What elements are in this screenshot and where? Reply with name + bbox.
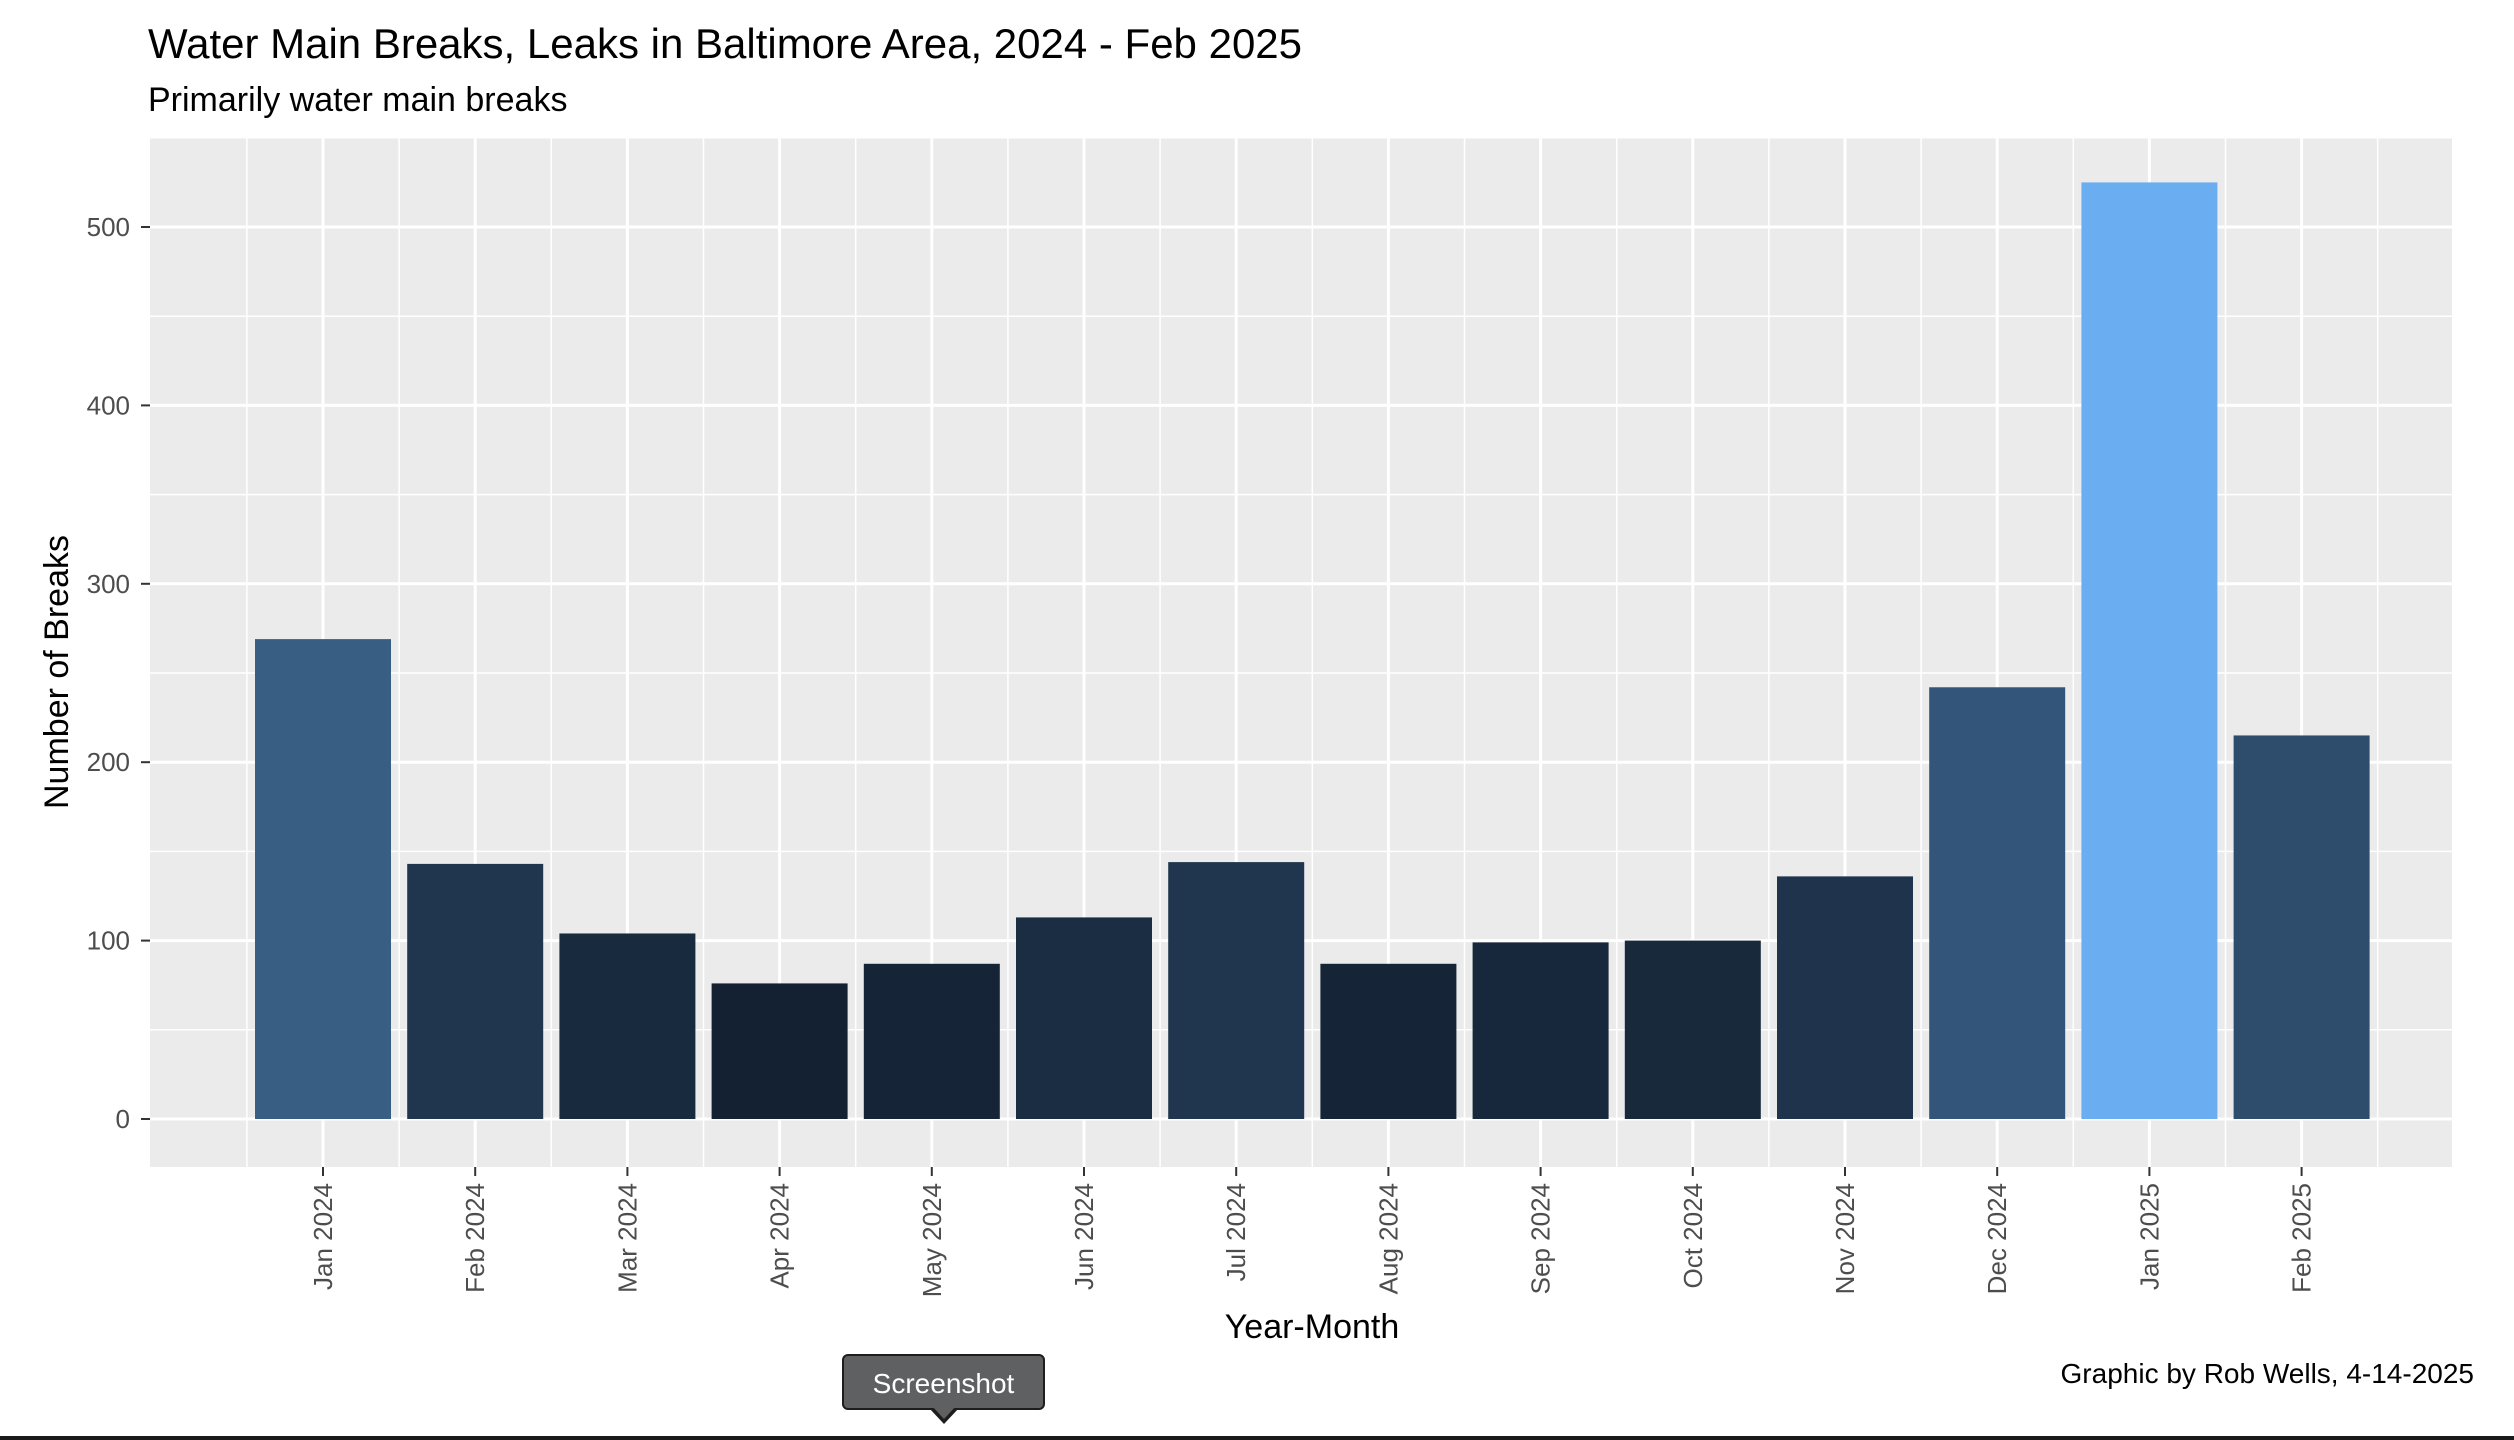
x-tick-label: Feb 2025 [2287,1183,2317,1293]
y-tick-label: 200 [87,747,130,777]
bar-nov-2024 [1777,876,1913,1119]
window-bottom-edge [0,1436,2514,1440]
x-tick-label: Apr 2024 [765,1183,795,1289]
chart-title: Water Main Breaks, Leaks in Baltimore Ar… [148,20,1302,67]
x-tick-label: Jul 2024 [1221,1183,1251,1281]
bar-sep-2024 [1472,942,1609,1119]
bar-may-2024 [863,963,1000,1119]
x-tick-label: Dec 2024 [1982,1183,2012,1294]
bar-feb-2024 [407,863,544,1119]
x-tick-label: Jan 2024 [308,1183,338,1290]
screenshot-tooltip: Screenshot [842,1354,1045,1410]
x-tick-label: Jan 2025 [2134,1183,2164,1290]
x-tick-label: May 2024 [917,1183,947,1297]
x-tick-label: Sep 2024 [1526,1183,1556,1294]
y-tick-label: 0 [116,1104,130,1134]
y-axis: 0 100 200 300 400 500 [87,212,150,1134]
y-axis-title: Number of Breaks [38,535,76,809]
x-tick-label: Aug 2024 [1373,1183,1403,1294]
bar-jan-2024 [255,639,391,1119]
bar-dec-2024 [1929,687,2066,1119]
x-axis-title: Year-Month [1225,1308,1400,1346]
bar-feb-2025 [2233,735,2370,1119]
bar-jun-2024 [1016,917,1152,1119]
tooltip-arrow-inner [932,1406,956,1419]
y-tick-label: 100 [87,926,130,956]
grid-minor [150,137,2452,1167]
bar-mar-2024 [559,933,696,1119]
x-tick-label: Jun 2024 [1069,1183,1099,1290]
x-tick-label: Oct 2024 [1678,1183,1708,1289]
y-tick-label: 500 [87,212,130,242]
x-axis: Jan 2024 Feb 2024 Mar 2024 Apr 2024 May 2024… [308,1167,2317,1297]
bar-aug-2024 [1320,963,1457,1119]
x-tick-label: Nov 2024 [1830,1183,1860,1294]
y-tick-label: 400 [87,390,130,420]
bar-jul-2024 [1168,862,1305,1119]
bar-oct-2024 [1624,940,1761,1119]
y-tick-label: 300 [87,569,130,599]
bars [255,182,2370,1119]
chart-caption: Graphic by Rob Wells, 4-14-2025 [2061,1358,2474,1389]
x-tick-label: Mar 2024 [612,1183,642,1293]
x-tick-label: Feb 2024 [460,1183,490,1293]
bar-apr-2024 [711,983,848,1119]
bar-jan-2025 [2081,182,2218,1119]
chart-subtitle: Primarily water main breaks [148,81,567,119]
